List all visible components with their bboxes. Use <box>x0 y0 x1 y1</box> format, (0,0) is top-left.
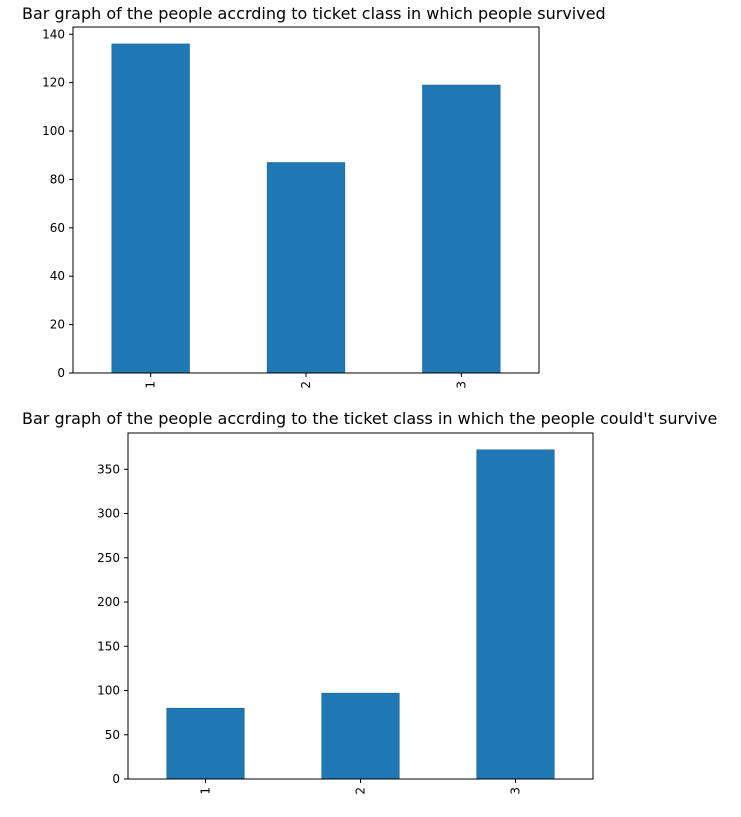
y-tick-label: 200 <box>97 595 120 609</box>
y-tick-label: 0 <box>57 366 65 380</box>
y-tick-label: 300 <box>97 507 120 521</box>
x-tick-label: 3 <box>509 787 523 795</box>
bar-class-2 <box>321 692 400 780</box>
y-tick-label: 80 <box>50 172 65 186</box>
y-tick-label: 150 <box>97 639 120 653</box>
chart-survived-plot: 0 20 40 60 80 100 120 140 1 2 3 <box>42 26 540 389</box>
x-tick-label: 1 <box>144 381 158 389</box>
bar-class-3 <box>476 449 555 780</box>
y-tick-label: 100 <box>42 124 65 138</box>
y-tick-label: 40 <box>50 269 65 283</box>
chart-not-survived: Bar graph of the people accrding to the … <box>0 405 741 817</box>
x-tick-label: 2 <box>299 381 313 389</box>
x-tick-label: 1 <box>199 787 213 795</box>
y-tick-label: 50 <box>105 728 120 742</box>
y-tick-label: 60 <box>50 221 65 235</box>
y-tick-label: 20 <box>50 318 65 332</box>
chart-title: Bar graph of the people accrding to the … <box>22 409 718 428</box>
x-tick-label: 2 <box>354 787 368 795</box>
bar-class-3 <box>422 84 501 374</box>
x-tick-label: 3 <box>454 381 468 389</box>
y-tick-label: 140 <box>42 27 65 41</box>
y-tick-label: 350 <box>97 462 120 476</box>
y-tick-label: 0 <box>112 772 120 786</box>
y-tick-label: 120 <box>42 76 65 90</box>
bar-class-1 <box>111 43 190 374</box>
bar-class-1 <box>166 707 245 780</box>
chart-survived: Bar graph of the people accrding to tick… <box>0 0 741 405</box>
y-tick-label: 250 <box>97 551 120 565</box>
y-tick-label: 100 <box>97 684 120 698</box>
bar-class-2 <box>266 162 346 374</box>
chart-not-survived-plot: 0 50 100 150 200 250 300 350 1 2 3 <box>97 432 594 795</box>
chart-title: Bar graph of the people accrding to tick… <box>22 4 606 23</box>
